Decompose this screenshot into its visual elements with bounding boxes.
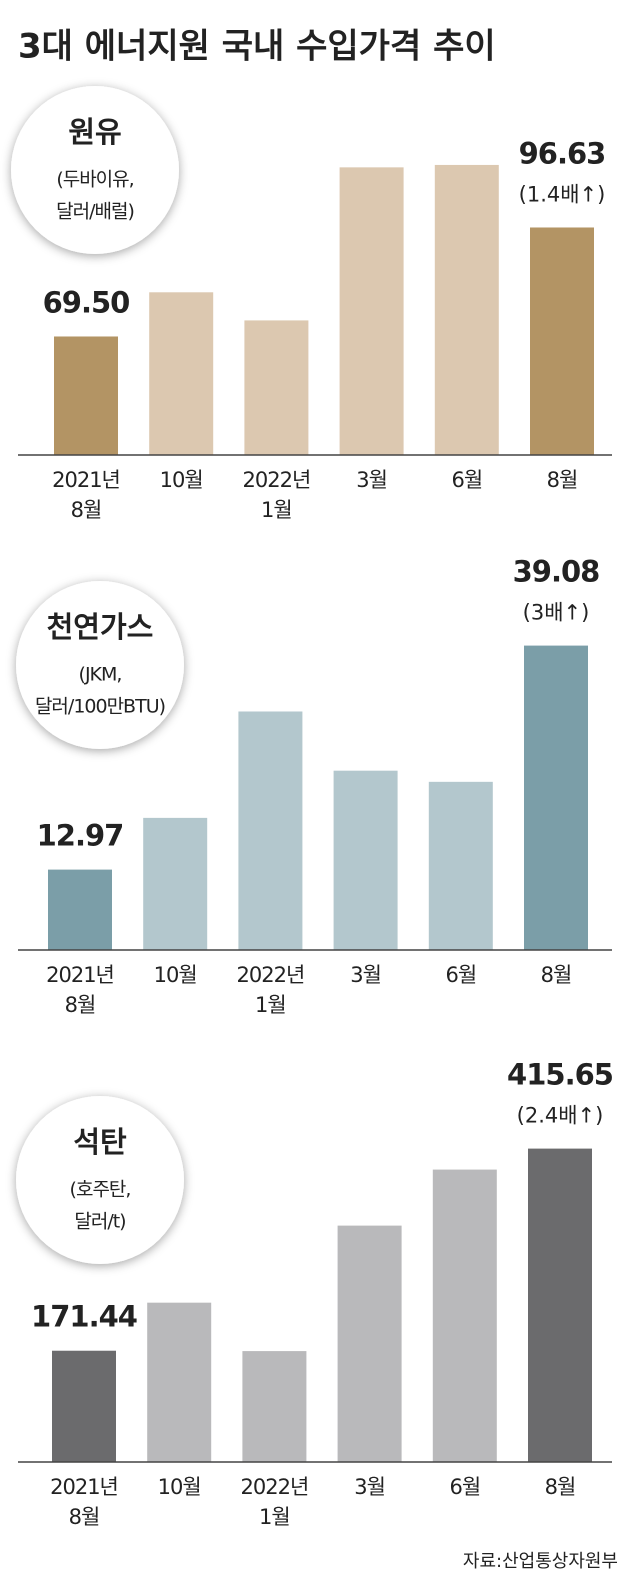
x-tick-label: 6월 [451, 468, 483, 492]
x-tick-label: 8월 [546, 468, 579, 492]
bar [244, 320, 309, 455]
x-tick-label: 2021년 8월 [52, 468, 121, 522]
source: 자료:산업통상자원부 [463, 1551, 618, 1572]
bar [54, 336, 118, 455]
annotation: (2.4배↑) [517, 1104, 604, 1128]
x-tick-label: 3월 [350, 963, 382, 987]
x-tick-label: 8월 [544, 1475, 577, 1499]
bar [149, 292, 214, 455]
bar [524, 645, 588, 950]
x-tick-label: 2022년 1월 [242, 468, 312, 522]
panel-unit: 달러/t) [74, 1211, 125, 1233]
annotation: (1.4배↑) [519, 182, 606, 206]
panel-unit: (호주탄, [70, 1179, 131, 1201]
bar [528, 1148, 592, 1462]
panel-unit: 달러/100만BTU) [35, 696, 165, 718]
x-tick-label: 3월 [354, 1475, 386, 1499]
bar [434, 164, 499, 455]
bar [428, 781, 493, 950]
bar [242, 1351, 307, 1462]
bar [339, 167, 404, 456]
main-title: 3대 에너지원 국내 수입가격 추이 [18, 27, 496, 67]
value-label: 96.63 [519, 136, 606, 170]
panel-title: 천연가스 [47, 610, 154, 644]
panel-title: 원유 [68, 115, 121, 149]
panel-unit: (JKM, [79, 664, 122, 686]
x-tick-label: 10월 [157, 1475, 202, 1499]
panel-title: 석탄 [73, 1125, 127, 1159]
value-label: 69.50 [43, 285, 130, 319]
bar [143, 817, 208, 950]
bar [48, 869, 112, 950]
annotation: (3배↑) [523, 601, 590, 625]
x-tick-label: 6월 [449, 1475, 481, 1499]
bar [432, 1169, 497, 1462]
x-tick-label: 2021년 8월 [46, 963, 115, 1017]
bar [337, 1225, 402, 1462]
bar [238, 711, 303, 950]
x-tick-label: 6월 [445, 963, 477, 987]
x-tick-label: 2022년 1월 [236, 963, 306, 1017]
value-label: 12.97 [37, 819, 124, 853]
bar [530, 227, 594, 455]
legend-circle [16, 581, 184, 749]
legend-circle [16, 1096, 184, 1264]
bar [52, 1350, 116, 1462]
bar [147, 1302, 212, 1462]
x-tick-label: 2022년 1월 [240, 1475, 310, 1529]
legend-circle [11, 86, 179, 254]
x-tick-label: 10월 [159, 468, 204, 492]
x-tick-label: 10월 [153, 963, 198, 987]
value-label: 415.65 [507, 1058, 613, 1092]
bar [333, 770, 398, 950]
value-label: 39.08 [513, 555, 600, 589]
panel-unit: (두바이유, [56, 169, 133, 191]
x-tick-label: 3월 [356, 468, 388, 492]
panel-unit: 달러/배럴) [56, 201, 134, 223]
x-tick-label: 2021년 8월 [50, 1475, 119, 1529]
value-label: 171.44 [31, 1300, 137, 1334]
x-tick-label: 8월 [540, 963, 573, 987]
